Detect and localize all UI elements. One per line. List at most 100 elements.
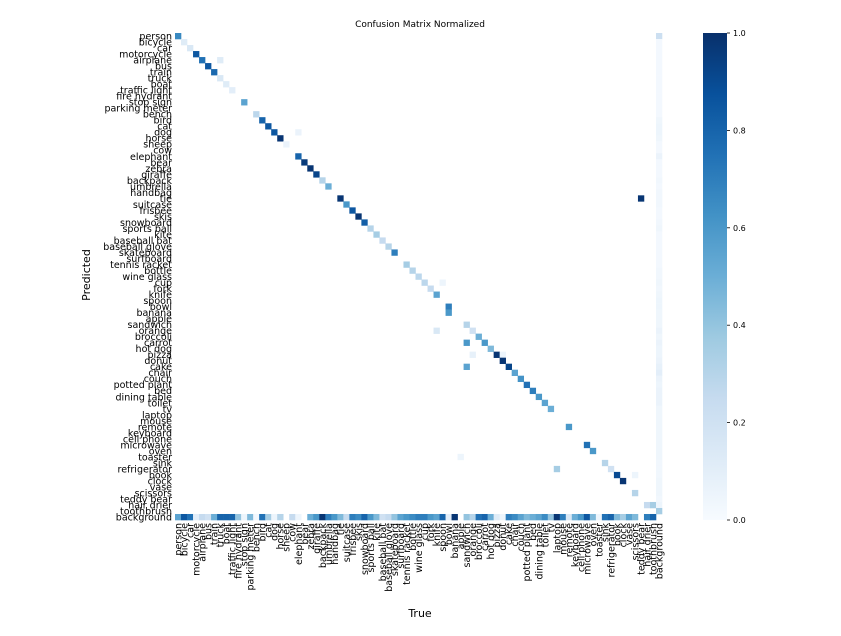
heatmap-cell [427,285,434,292]
heatmap-cell [217,57,224,64]
y-tick-label: hair drier [128,500,172,511]
x-tick-label: handbag [330,523,341,565]
x-tick-label: umbrella [324,523,335,565]
y-tick-label: book [149,470,173,481]
heatmap-cell [487,513,494,521]
heatmap-cell [655,165,663,172]
heatmap-cell [343,201,350,208]
heatmap-cell [271,129,278,136]
heatmap-cell [277,513,284,521]
heatmap-cell [655,423,663,431]
heatmap-cell [463,513,470,521]
y-tick-label: sheep [143,140,172,151]
colorbar-tick-label: 0.4 [733,321,746,330]
heatmap-cell [253,513,260,521]
heatmap-cell [469,327,476,334]
x-tick-label: dog [270,523,281,541]
x-tick-label: scissors [630,523,641,560]
heatmap-cell [529,513,537,521]
y-tick-label: person [139,32,172,43]
heatmap-cell [511,369,518,376]
y-tick-label: banana [136,308,172,319]
heatmap-cell [493,351,500,358]
y-tick-label: backpack [127,176,173,187]
heatmap-cell [277,135,284,142]
x-tick-label: skateboard [390,523,401,576]
y-tick-label: teddy bear [120,494,172,505]
heatmap-cell [319,513,326,521]
heatmap-cell [409,513,416,521]
x-tick-label: train [210,523,221,545]
y-axis-label: Predicted [80,249,93,301]
y-tick-label: orange [139,326,173,337]
heatmap-cell [241,99,248,106]
y-tick-label: vase [150,482,172,493]
heatmap-cell [259,117,266,124]
heatmap-cell [469,513,476,521]
heatmap-cell [643,501,651,509]
heatmap-cell [577,513,585,521]
y-tick-label: sink [153,458,173,469]
heatmap-cell [349,513,356,521]
heatmap-cell [217,513,224,521]
heatmap-cell [601,459,609,467]
x-tick-label: kite [372,523,383,541]
heatmap-cell [187,45,194,52]
heatmap-cell [199,57,206,64]
heatmap-cell [655,69,663,76]
y-tick-label: laptop [142,410,172,421]
heatmap-cell [499,513,506,521]
heatmap-cell [655,345,663,352]
heatmap-cell [499,357,506,364]
heatmap-cell [589,447,597,455]
heatmap-cell [427,513,434,521]
heatmap-cell [403,261,410,268]
y-tick-label: elephant [130,152,172,163]
y-tick-label: truck [148,74,173,85]
y-tick-label: giraffe [141,170,172,181]
heatmap-cell [655,87,663,94]
heatmap-cell [295,129,302,136]
y-tick-label: background [116,512,172,523]
heatmap-cell [655,465,663,473]
heatmap-cell [511,513,518,521]
heatmap-cell [571,513,579,521]
heatmap-cell [655,411,663,419]
y-tick-label: tie [160,194,172,205]
heatmap-cell [481,513,488,521]
x-tick-label: keyboard [570,523,581,567]
x-tick-label: toothbrush [648,523,659,575]
heatmap-cell [655,339,663,346]
heatmap-cell [385,513,392,521]
y-tick-label: airplane [133,56,172,67]
x-tick-label: orange [468,523,479,557]
x-tick-label: tennis racket [402,523,413,585]
y-tick-label: donut [144,356,172,367]
heatmap-cell [655,381,663,389]
x-tick-label: remote [564,523,575,557]
heatmap-cell [193,513,200,521]
heatmap-cell [391,513,398,521]
heatmap-cell [655,333,663,340]
heatmap-cell [445,303,452,310]
heatmap-cell [379,513,386,521]
x-tick-label: toilet [540,523,551,548]
heatmap-cell [295,513,302,521]
heatmap-cell [655,51,663,58]
heatmap-cell [451,513,458,521]
heatmap-cell [181,39,188,46]
heatmap-cell [181,513,188,521]
heatmap-cell [205,513,212,521]
x-tick-label: tv [546,523,557,533]
x-tick-label: sandwich [462,523,473,567]
heatmap-cell [655,267,663,274]
heatmap-cell [655,99,663,106]
y-tick-label: skateboard [119,248,172,259]
x-axis-tick-labels: personbicyclecarmotorcycleairplanebustra… [174,523,666,592]
y-tick-label: toothbrush [120,506,172,517]
heatmap-cell [637,195,645,202]
x-tick-label: snowboard [360,523,371,575]
y-tick-label: carrot [144,338,172,349]
heatmap-cell [655,243,663,250]
